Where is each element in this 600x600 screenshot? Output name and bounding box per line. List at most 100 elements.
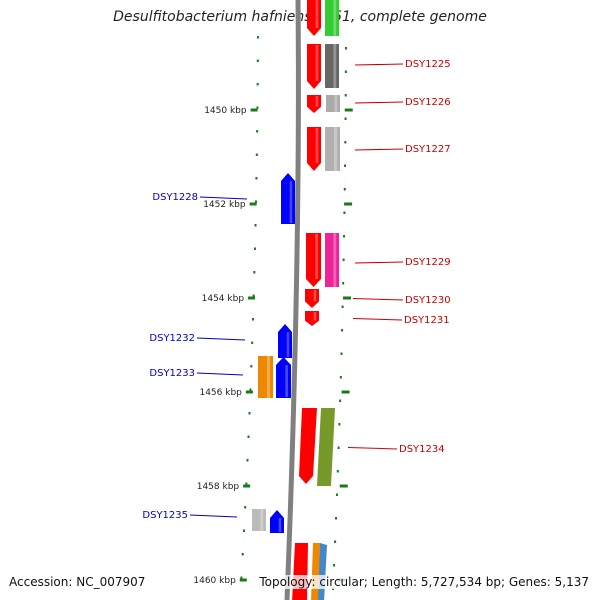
- guide-dot: [246, 459, 249, 462]
- label-leader-line: [352, 318, 403, 321]
- guide-dot: [250, 365, 253, 368]
- guide-dot: [249, 388, 252, 391]
- scale-tick-label: 1450 kbp: [204, 106, 247, 116]
- cds-reverse: [270, 510, 284, 533]
- guide-dot: [341, 305, 344, 308]
- gene-secondary-feature: [325, 44, 339, 88]
- label-leader-line: [189, 514, 238, 518]
- label-leader-line: [354, 148, 404, 151]
- guide-dot: [252, 294, 255, 297]
- gene-label[interactable]: DSY1225: [405, 59, 451, 70]
- scale-tick-right: [343, 296, 352, 300]
- gene-secondary-feature: [252, 509, 266, 531]
- guide-dot: [240, 576, 243, 579]
- feature-highlight: [315, 0, 319, 28]
- feature-highlight: [285, 365, 288, 397]
- guide-dot: [337, 446, 340, 449]
- gene-secondary-feature: [325, 127, 340, 171]
- guide-dot: [241, 553, 244, 556]
- guide-dot: [251, 341, 254, 344]
- guide-dot: [253, 247, 256, 250]
- gene-secondary-feature: [325, 233, 339, 287]
- guide-dot: [256, 83, 259, 86]
- scale-tick-right: [339, 484, 348, 488]
- label-leader-line: [196, 337, 246, 341]
- guide-dot: [342, 282, 345, 285]
- scale-tick-left: [243, 484, 251, 488]
- feature-highlight: [333, 44, 337, 88]
- gene-label[interactable]: DSY1233: [149, 368, 195, 379]
- gene-label[interactable]: DSY1228: [152, 192, 198, 203]
- guide-dot: [344, 47, 347, 50]
- scale-tick-right: [344, 202, 353, 206]
- feature-highlight: [315, 45, 319, 81]
- guide-dot: [251, 318, 254, 321]
- cds-forward: [292, 543, 308, 600]
- guide-dot: [256, 59, 259, 62]
- gene-label[interactable]: DSY1226: [405, 97, 451, 108]
- scale-tick-left: [248, 296, 256, 300]
- cds-forward: [307, 127, 321, 171]
- genome-backbone: [284, 0, 301, 600]
- scale-tick-label: 1454 kbp: [202, 294, 245, 304]
- cds-forward: [306, 233, 321, 287]
- scale-tick-right: [341, 390, 350, 394]
- gene-secondary-feature: [325, 0, 339, 36]
- scale-tick-left: [239, 578, 247, 582]
- gene-label[interactable]: DSY1235: [142, 510, 188, 521]
- guide-dot: [245, 482, 248, 485]
- cds-forward: [307, 44, 321, 89]
- guide-dot: [244, 506, 247, 509]
- gene-features: [252, 0, 340, 600]
- gene-label[interactable]: DSY1229: [405, 257, 451, 268]
- feature-highlight: [334, 95, 338, 112]
- feature-highlight: [315, 96, 319, 107]
- guide-dot: [333, 564, 336, 567]
- label-leader-line: [354, 101, 404, 104]
- cds-forward: [307, 0, 321, 36]
- scale-ticks: 1450 kbp 1452 kbp 1454 kbp 1456 kbp 1458 kbp…: [193, 106, 353, 586]
- guide-dot: [340, 352, 343, 355]
- scale-tick-right: [344, 108, 353, 112]
- scale-tick-label: 1458 kbp: [197, 482, 240, 492]
- guide-dot: [344, 94, 347, 97]
- gene-label[interactable]: DSY1232: [149, 333, 195, 344]
- cds-forward: [299, 408, 317, 484]
- scale-tick-label: 1452 kbp: [203, 200, 246, 210]
- gene-secondary-feature: [258, 356, 273, 398]
- genome-summary: Topology: circular; Length: 5,727,534 bp…: [259, 575, 589, 589]
- feature-highlight: [333, 233, 337, 287]
- label-leader-line: [354, 63, 404, 66]
- guide-dot: [255, 177, 258, 180]
- guide-dot: [253, 271, 256, 274]
- feature-highlight: [313, 290, 317, 302]
- gene-label[interactable]: DSY1231: [404, 315, 450, 326]
- gene-label[interactable]: DSY1227: [405, 144, 451, 155]
- guide-dot: [339, 399, 342, 402]
- guide-dot: [254, 200, 257, 203]
- scale-tick-left: [249, 202, 257, 206]
- feature-highlight: [267, 356, 270, 398]
- gene-secondary-feature: [326, 95, 340, 112]
- cds-reverse: [276, 357, 291, 398]
- label-leader-line: [352, 298, 404, 301]
- guide-dot: [336, 470, 339, 473]
- gene-label[interactable]: DSY1230: [405, 295, 451, 306]
- gene-label[interactable]: DSY1234: [399, 444, 445, 455]
- label-leaders: [189, 63, 404, 518]
- cds-forward: [305, 289, 319, 308]
- guide-dot: [343, 188, 346, 191]
- scale-tick-label: 1460 kbp: [193, 576, 236, 586]
- guide-dot: [256, 130, 259, 133]
- right-dotted-guide: [332, 47, 347, 590]
- cds-reverse: [278, 324, 292, 358]
- guide-dot: [343, 211, 346, 214]
- guide-dot: [256, 106, 259, 109]
- label-leader-line: [196, 372, 244, 376]
- feature-highlight: [260, 509, 264, 531]
- guide-dot: [254, 224, 257, 227]
- feature-highlight: [315, 234, 318, 279]
- scale-tick-left: [245, 390, 253, 394]
- scale-tick-left: [250, 108, 258, 112]
